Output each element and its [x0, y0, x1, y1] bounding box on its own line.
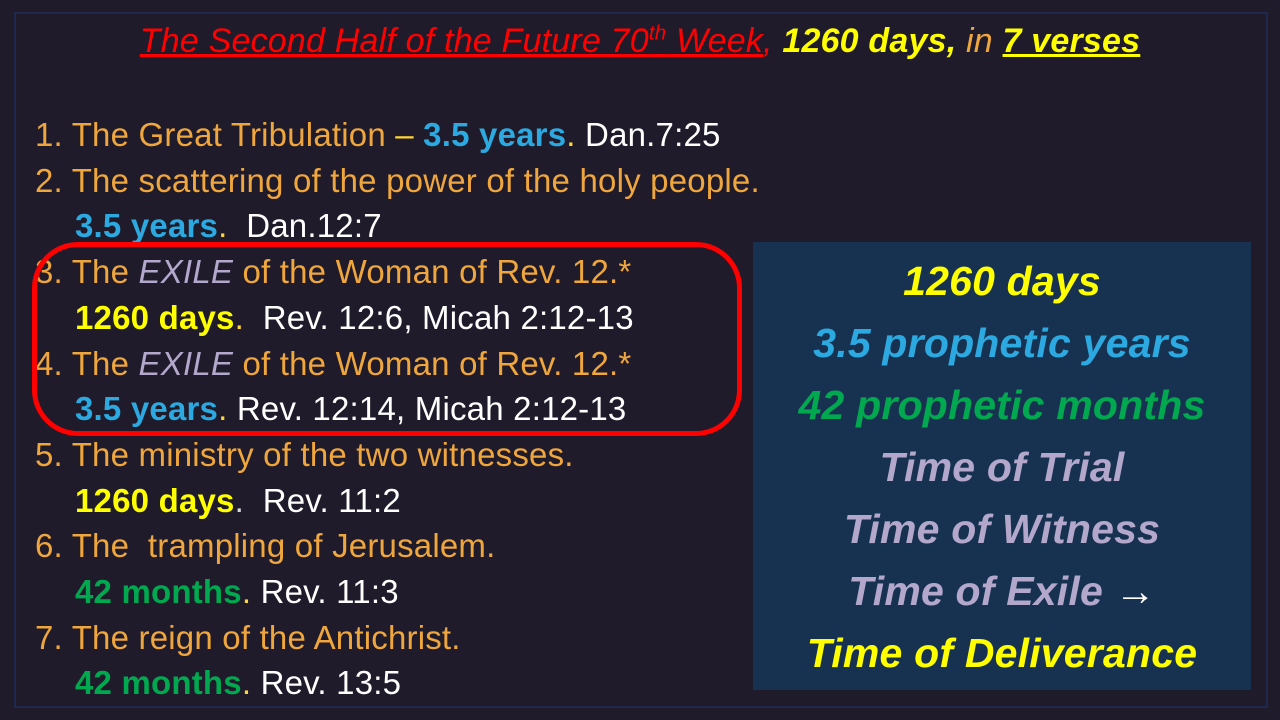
text-segment: –	[395, 116, 424, 153]
text-segment: Time of Witness	[843, 506, 1161, 552]
verse-item-2-line: 2. The scattering of the power of the ho…	[35, 158, 795, 204]
verse-item-1-line: 1. The Great Tribulation – 3.5 years. Da…	[35, 112, 795, 158]
verse-item-4-line: 4. The EXILE of the Woman of Rev. 12.*	[35, 341, 795, 387]
verse-item-7-line: 42 months. Rev. 13:5	[35, 660, 795, 706]
text-segment: 1260 days	[75, 481, 235, 519]
text-segment: .	[218, 207, 247, 245]
text-segment: EXILE	[138, 344, 234, 382]
summary-box-line: Time of Witness	[753, 498, 1251, 560]
verse-item-2-line: 3.5 years. Dan.12:7	[35, 203, 795, 249]
text-segment: in	[956, 22, 1003, 60]
text-segment: Rev. 13:5	[260, 664, 402, 702]
verse-item-5-line: 5. The ministry of the two witnesses.	[35, 432, 795, 478]
verse-item-7-line: 7. The reign of the Antichrist.	[35, 615, 795, 661]
text-segment: 1260 days	[75, 298, 235, 336]
text-segment: 2. The scattering of the power of the ho…	[35, 161, 760, 199]
text-segment: .	[218, 390, 237, 428]
text-segment: .	[234, 298, 263, 336]
summary-box-line: Time of Trial	[753, 436, 1251, 498]
summary-box-line: 42 prophetic months	[753, 374, 1251, 436]
text-segment: 4. The	[35, 344, 139, 382]
text-segment: Rev. 12:6, Micah 2:12-13	[262, 298, 634, 336]
text-segment: 5. The ministry of the two witnesses.	[35, 435, 574, 473]
text-segment: Time of Exile	[848, 568, 1115, 614]
text-segment: 42 prophetic months	[798, 382, 1206, 428]
text-segment: .	[241, 573, 261, 611]
text-segment: Rev. 12:14, Micah 2:12-13	[236, 390, 627, 428]
summary-box-line: Time of Deliverance	[753, 622, 1251, 684]
text-segment: 1260 days,	[782, 22, 957, 60]
text-segment: ,	[763, 22, 783, 60]
verse-item-6-line: 6. The trampling of Jerusalem.	[35, 523, 795, 569]
summary-box-line: 3.5 prophetic years	[753, 312, 1251, 374]
text-segment: 3.5 years	[75, 390, 219, 428]
text-segment: .	[234, 481, 263, 519]
underlined-phrase: The Second Half of the Future 70th Week	[140, 22, 763, 60]
verse-list: 1. The Great Tribulation – 3.5 years. Da…	[35, 112, 795, 706]
text-segment: Dan.7:25	[585, 116, 721, 153]
text-segment: th	[648, 22, 667, 45]
text-segment: Week	[666, 22, 764, 60]
verse-item-4-line: 3.5 years. Rev. 12:14, Micah 2:12-13	[35, 386, 795, 432]
text-segment: 6. The trampling of Jerusalem.	[35, 527, 496, 565]
verse-item-3-line: 3. The EXILE of the Woman of Rev. 12.*	[35, 249, 795, 295]
text-segment: 42 months	[75, 664, 242, 702]
text-segment: Rev. 11:3	[260, 573, 399, 611]
summary-box-line: Time of Exile →	[753, 560, 1251, 622]
text-segment: Dan.12:7	[246, 207, 382, 245]
text-segment: Time of Deliverance	[806, 630, 1198, 676]
text-segment: Time of Trial	[879, 444, 1125, 490]
text-segment: 1260 days	[903, 258, 1101, 304]
text-segment: EXILE	[138, 253, 234, 291]
text-segment: 3.5 years	[423, 116, 567, 153]
text-segment: 3.5 prophetic years	[813, 320, 1191, 366]
slide-title: The Second Half of the Future 70th Week,…	[0, 22, 1280, 61]
text-segment: 42 months	[75, 573, 242, 611]
text-segment: 1. The Great Tribulation	[35, 116, 396, 153]
text-segment: 3. The	[35, 253, 139, 291]
summary-box: 1260 days 3.5 prophetic years 42 prophetic…	[753, 242, 1251, 690]
summary-box-line: 1260 days	[753, 250, 1251, 312]
text-segment: of the Woman of Rev. 12.*	[233, 344, 632, 382]
text-segment: 3.5 years	[75, 207, 219, 245]
right-arrow-icon: →	[1114, 568, 1156, 614]
text-segment: Rev. 11:2	[262, 481, 401, 519]
text-segment: 7. The reign of the Antichrist.	[35, 618, 461, 656]
verse-item-5-line: 1260 days. Rev. 11:2	[35, 478, 795, 524]
verse-item-3-line: 1260 days. Rev. 12:6, Micah 2:12-13	[35, 295, 795, 341]
verse-item-6-line: 42 months. Rev. 11:3	[35, 569, 795, 615]
text-segment: .	[566, 116, 586, 153]
text-segment: of the Woman of Rev. 12.*	[233, 253, 632, 291]
text-segment: 7 verses	[1002, 22, 1141, 60]
text-segment: The Second Half of the Future 70	[139, 22, 649, 60]
text-segment: .	[241, 664, 261, 702]
